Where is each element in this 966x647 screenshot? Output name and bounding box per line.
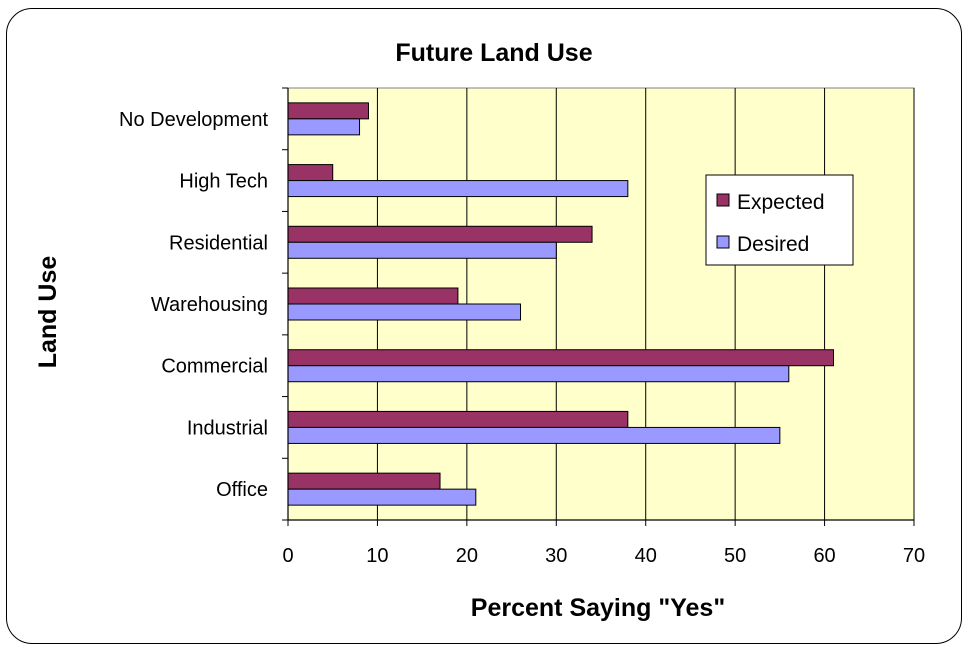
x-tick-label: 20 (456, 545, 478, 567)
legend-label: Expected (737, 191, 825, 214)
bar-desired (287, 303, 522, 321)
y-category-label: No Development (119, 109, 268, 131)
chart-legend: Expected Desired (705, 174, 854, 266)
y-category-label: High Tech (179, 171, 268, 193)
bar-expected (287, 287, 459, 305)
bar-expected (287, 164, 334, 182)
bar-desired (287, 118, 361, 136)
bar-desired (287, 426, 781, 444)
x-tick-label: 0 (282, 545, 293, 567)
bar-expected (287, 349, 835, 367)
bar-expected (287, 472, 441, 490)
x-tick-label: 50 (724, 545, 746, 567)
bar-desired (287, 241, 557, 259)
legend-swatch (716, 193, 730, 207)
legend-label: Desired (737, 233, 809, 256)
y-category-label: Residential (169, 232, 268, 254)
legend-swatch (716, 235, 730, 249)
bar-desired (287, 180, 629, 198)
x-tick-label: 40 (635, 545, 657, 567)
x-tick-label: 60 (813, 545, 835, 567)
bar-expected (287, 102, 369, 120)
y-category-label: Warehousing (151, 294, 268, 316)
bar-desired (287, 365, 790, 383)
x-tick-label: 10 (366, 545, 388, 567)
y-category-label: Office (216, 479, 268, 501)
y-category-label: Industrial (187, 417, 268, 439)
x-axis-title: Percent Saying "Yes" (471, 594, 725, 622)
x-tick-label: 70 (903, 545, 925, 567)
y-category-label: Commercial (161, 356, 268, 378)
y-axis-title: Land Use (34, 256, 62, 369)
x-tick-label: 30 (545, 545, 567, 567)
bar-desired (287, 488, 477, 506)
legend-box (705, 174, 854, 266)
bar-expected (287, 410, 629, 428)
bar-expected (287, 225, 593, 243)
chart-title: Future Land Use (395, 39, 592, 67)
